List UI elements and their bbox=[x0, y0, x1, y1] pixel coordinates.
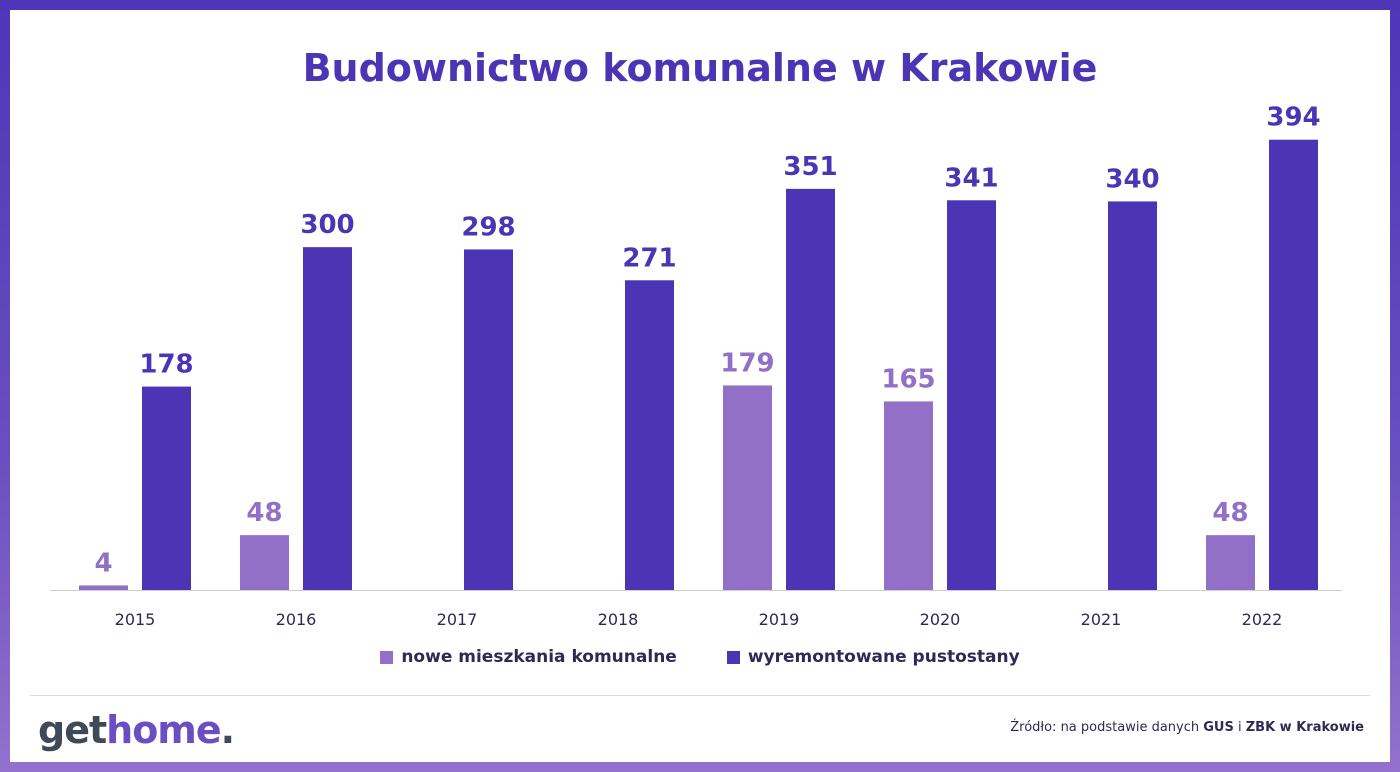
legend-item-new: nowe mieszkania komunalne bbox=[380, 647, 677, 667]
logo-part-dot: . bbox=[220, 708, 235, 752]
legend-label-new: nowe mieszkania komunalne bbox=[401, 647, 677, 667]
gethome-logo: gethome. bbox=[38, 708, 235, 752]
bar-renovated-2018 bbox=[625, 280, 674, 590]
source-zbk: ZBK w Krakowie bbox=[1245, 720, 1364, 735]
data-label-new-2020: 165 bbox=[881, 364, 935, 394]
x-tick-label-2015: 2015 bbox=[115, 610, 156, 629]
source-note: Źródło: na podstawie danych GUS i ZBK w … bbox=[1010, 720, 1364, 735]
bar-new-2019 bbox=[723, 385, 772, 590]
bar-renovated-2016 bbox=[303, 247, 352, 590]
bar-new-2020 bbox=[884, 401, 933, 590]
data-label-new-2022: 48 bbox=[1212, 498, 1248, 528]
chart-title: Budownictwo komunalne w Krakowie bbox=[302, 46, 1098, 90]
bar-new-2022 bbox=[1206, 535, 1255, 590]
x-tick-label-2021: 2021 bbox=[1081, 610, 1122, 629]
legend-label-renovated: wyremontowane pustostany bbox=[747, 647, 1020, 667]
legend-swatch-renovated bbox=[726, 650, 740, 664]
bar-renovated-2020 bbox=[947, 200, 996, 591]
bar-renovated-2017 bbox=[464, 249, 513, 590]
bar-renovated-2021 bbox=[1108, 201, 1157, 590]
data-label-renovated-2015: 178 bbox=[139, 350, 193, 380]
x-tick-label-2022: 2022 bbox=[1242, 610, 1283, 629]
x-tick-label-2016: 2016 bbox=[276, 610, 317, 629]
bar-renovated-2019 bbox=[786, 188, 835, 590]
data-label-new-2019: 179 bbox=[720, 348, 774, 378]
legend-item-renovated: wyremontowane pustostany bbox=[726, 647, 1020, 667]
legend: nowe mieszkania komunalne wyremontowane … bbox=[10, 647, 1390, 667]
source-prefix: Źródło: na podstawie danych bbox=[1010, 720, 1200, 735]
data-label-renovated-2020: 341 bbox=[944, 163, 998, 193]
chart-card: Budownictwo komunalne w Krakowie 4 178 201… bbox=[10, 10, 1390, 762]
bar-renovated-2015 bbox=[142, 386, 191, 590]
footer-divider bbox=[30, 695, 1370, 696]
bar-chart: 4 178 2015 48 300 2016 298 2017 271 2018 179 351 201… bbox=[50, 103, 1342, 629]
data-label-new-2015: 4 bbox=[94, 548, 112, 578]
data-label-renovated-2019: 351 bbox=[783, 152, 837, 182]
data-label-new-2016: 48 bbox=[246, 498, 282, 528]
legend-swatch-new bbox=[380, 650, 394, 664]
bar-new-2016 bbox=[240, 535, 289, 590]
source-conj: i bbox=[1237, 720, 1242, 735]
bar-renovated-2022 bbox=[1269, 139, 1318, 590]
data-label-renovated-2022: 394 bbox=[1266, 103, 1320, 133]
data-label-renovated-2016: 300 bbox=[300, 210, 354, 240]
data-label-renovated-2017: 298 bbox=[461, 212, 515, 242]
bar-new-2015 bbox=[79, 585, 128, 590]
x-tick-label-2018: 2018 bbox=[598, 610, 639, 629]
source-gus: GUS bbox=[1203, 720, 1234, 735]
x-tick-label-2017: 2017 bbox=[437, 610, 478, 629]
data-label-renovated-2021: 340 bbox=[1105, 164, 1159, 194]
data-label-renovated-2018: 271 bbox=[622, 243, 676, 273]
x-tick-label-2020: 2020 bbox=[920, 610, 961, 629]
logo-part-get: get bbox=[38, 708, 107, 752]
x-tick-label-2019: 2019 bbox=[759, 610, 800, 629]
logo-part-home: home bbox=[106, 708, 222, 752]
